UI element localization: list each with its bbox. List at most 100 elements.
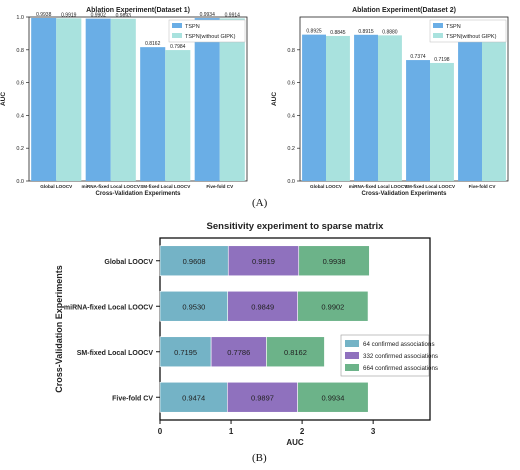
segment-value-label: 0.9897	[251, 393, 274, 402]
bar	[165, 50, 191, 181]
x-tick-label: 1	[229, 427, 234, 436]
legend-box	[429, 19, 507, 43]
legend-swatch	[433, 23, 443, 28]
y-tick-label: 0.8	[16, 48, 24, 54]
plot-frame	[159, 237, 431, 421]
bar	[194, 18, 220, 182]
bar-segment	[227, 290, 298, 322]
bar-value-label: 0.9938	[36, 12, 52, 18]
bar-segment	[210, 336, 267, 368]
segment-value-label: 0.7786	[227, 348, 250, 357]
bar	[326, 35, 350, 181]
y-tick-label: 0.2	[16, 146, 24, 152]
x-tick-label: SM-fixed Local LOOCV	[140, 184, 191, 189]
legend-swatch	[345, 340, 359, 347]
chart-title: Ablation Experiment(Dataset 1)	[86, 7, 190, 14]
chart-title: Sensitivity experiment to sparse matrix	[207, 221, 385, 232]
legend-label: TSPN(without GIPK)	[185, 34, 236, 40]
x-tick-label: SM-fixed Local LOOCV	[405, 184, 456, 189]
y-tick-label: SM-fixed Local LOOCV	[77, 350, 154, 357]
sensitivity-chart: Sensitivity experiment to sparse matrix 0…	[54, 221, 438, 447]
y-tick-label: Five-fold CV	[112, 395, 153, 402]
segment-value-label: 0.9474	[182, 393, 205, 402]
segment-value-label: 0.9530	[182, 302, 205, 311]
legend-swatch	[172, 33, 182, 38]
bar	[140, 47, 166, 181]
bar	[354, 34, 378, 181]
legend-label: TSPN	[446, 24, 461, 30]
bar	[31, 18, 57, 181]
bar-value-label: 0.8162	[145, 41, 161, 47]
bar-value-label: 0.9914	[225, 12, 241, 18]
bar-value-label: 0.8845	[330, 30, 346, 36]
bar-value-label: 0.8915	[358, 29, 374, 35]
bar	[302, 34, 326, 181]
bar-value-label: 0.9934	[200, 12, 216, 18]
bar-segment	[159, 245, 229, 277]
segment-value-label: 0.7195	[174, 348, 197, 357]
bar-value-label: 0.7984	[170, 44, 186, 50]
bar-segment	[159, 336, 212, 368]
plot-frame	[28, 16, 248, 182]
y-tick-label: 0.6	[287, 81, 295, 87]
bar-value-label: 0.8880	[382, 29, 398, 35]
x-tick-label: miRNA-fixed Local LOOCV	[82, 184, 141, 189]
y-tick-label: 0.2	[287, 146, 295, 152]
bar-segment	[227, 381, 298, 413]
y-axis-label: Cross-Validation Experiments	[54, 265, 64, 393]
ablation-chart-1: Ablation Experiment(Dataset 1) 0.0 0.2 0.4 0…	[0, 7, 248, 197]
bar	[110, 18, 136, 181]
y-tick-label: 0.6	[16, 81, 24, 87]
bar	[85, 18, 111, 181]
y-tick-label: 0.4	[16, 113, 24, 119]
segment-value-label: 0.9902	[321, 302, 344, 311]
x-tick-label: 0	[158, 427, 163, 436]
y-tick-label: miRNA-fixed Local LOOCV	[64, 304, 153, 311]
y-tick-label: 0.0	[287, 179, 295, 185]
legend-label: 64 confirmed associations	[363, 341, 435, 348]
legend-box	[168, 19, 246, 43]
bar-segment	[298, 245, 370, 277]
y-tick-label: 0.4	[287, 113, 295, 119]
legend-swatch	[345, 364, 359, 371]
bar	[482, 37, 506, 182]
ablation-chart-2: Ablation Experiment(Dataset 2) 0.0 0.2 0.4 0…	[271, 7, 509, 197]
bar-segment	[159, 381, 228, 413]
legend-label: TSPN	[185, 24, 200, 30]
segment-value-label: 0.8162	[284, 348, 307, 357]
bar	[430, 62, 454, 181]
bar	[56, 18, 82, 181]
y-tick-label: 1.0	[16, 15, 24, 21]
legend-swatch	[433, 33, 443, 38]
caption-b: (B)	[252, 452, 267, 464]
y-tick-label: 0.0	[16, 179, 24, 185]
segment-value-label: 0.9608	[183, 257, 206, 266]
bar-segment	[297, 290, 369, 322]
segment-value-label: 0.9938	[323, 257, 346, 266]
bar-value-label: 0.9893	[116, 13, 132, 19]
bar	[406, 60, 430, 181]
segment-value-label: 0.9919	[252, 257, 275, 266]
x-tick-label: Global LOOCV	[310, 184, 343, 189]
x-axis-label: AUC	[286, 438, 304, 447]
bar	[219, 18, 245, 181]
caption-a: (A)	[252, 197, 268, 209]
plot-frame	[299, 16, 509, 182]
bar-value-label: 0.9919	[61, 12, 77, 18]
segment-value-label: 0.9934	[321, 393, 344, 402]
x-tick-label: 2	[300, 427, 305, 436]
y-axis-label: AUC	[271, 92, 278, 106]
bar-segment	[227, 245, 300, 277]
legend-label: TSPN(without GIPK)	[446, 34, 497, 40]
y-tick-label: 0.8	[287, 48, 295, 54]
x-axis-label: Cross-Validation Experiments	[361, 191, 447, 197]
chart-title: Ablation Experiment(Dataset 2)	[352, 7, 456, 14]
x-tick-label: Five-fold CV	[206, 184, 234, 189]
legend-label: 664 confirmed associations	[363, 365, 438, 372]
legend-label: 332 confirmed associations	[363, 353, 438, 360]
bar-value-label: 0.7374	[410, 54, 426, 60]
x-tick-label: 3	[371, 427, 376, 436]
bar-segment	[297, 381, 369, 413]
y-tick-label: Global LOOCV	[104, 259, 153, 266]
